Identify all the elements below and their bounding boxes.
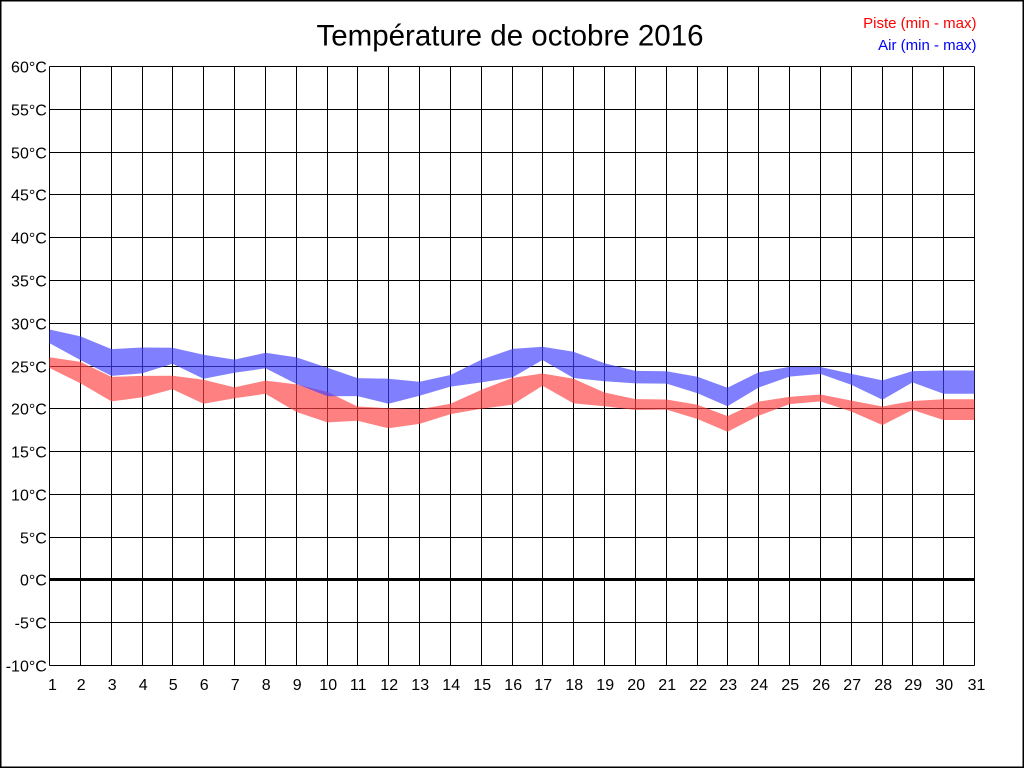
svg-text:8: 8 (262, 677, 271, 694)
svg-text:30: 30 (935, 677, 953, 694)
svg-text:7: 7 (231, 677, 240, 694)
svg-text:-5°C: -5°C (15, 616, 47, 633)
svg-text:55°C: 55°C (11, 103, 47, 120)
svg-text:40°C: 40°C (11, 231, 47, 248)
svg-text:17: 17 (534, 677, 552, 694)
svg-text:24: 24 (750, 677, 768, 694)
svg-text:10: 10 (319, 677, 337, 694)
svg-text:20: 20 (627, 677, 645, 694)
svg-text:27: 27 (843, 677, 861, 694)
svg-text:30°C: 30°C (11, 317, 47, 334)
svg-text:6: 6 (200, 677, 209, 694)
svg-text:19: 19 (596, 677, 614, 694)
svg-text:5°C: 5°C (20, 531, 47, 548)
svg-text:25°C: 25°C (11, 360, 47, 377)
svg-text:9: 9 (293, 677, 302, 694)
svg-text:26: 26 (812, 677, 830, 694)
svg-text:21: 21 (658, 677, 676, 694)
svg-text:11: 11 (350, 677, 367, 694)
svg-text:31: 31 (968, 677, 986, 694)
svg-text:10°C: 10°C (11, 488, 47, 505)
svg-text:5: 5 (169, 677, 178, 694)
svg-text:15: 15 (473, 677, 491, 694)
svg-text:-10°C: -10°C (6, 659, 47, 676)
svg-text:3: 3 (108, 677, 117, 694)
svg-text:29: 29 (904, 677, 922, 694)
svg-text:12: 12 (380, 677, 398, 694)
svg-text:60°C: 60°C (11, 60, 47, 77)
svg-text:Piste (min - max): Piste (min - max) (863, 15, 976, 32)
svg-text:18: 18 (565, 677, 583, 694)
svg-text:45°C: 45°C (11, 188, 47, 205)
svg-text:22: 22 (689, 677, 707, 694)
svg-text:2: 2 (77, 677, 86, 694)
svg-text:0°C: 0°C (20, 573, 47, 590)
svg-text:15°C: 15°C (11, 445, 47, 462)
svg-text:Température de octobre 2016: Température de octobre 2016 (316, 20, 703, 53)
svg-text:Air (min - max): Air (min - max) (878, 37, 976, 54)
svg-text:20°C: 20°C (11, 402, 47, 419)
svg-text:25: 25 (781, 677, 799, 694)
svg-text:13: 13 (411, 677, 429, 694)
svg-text:16: 16 (504, 677, 522, 694)
svg-text:14: 14 (442, 677, 460, 694)
svg-text:50°C: 50°C (11, 146, 47, 163)
svg-text:23: 23 (719, 677, 737, 694)
svg-text:35°C: 35°C (11, 274, 47, 291)
svg-text:1: 1 (48, 677, 57, 694)
svg-text:4: 4 (139, 677, 148, 694)
svg-text:28: 28 (874, 677, 892, 694)
